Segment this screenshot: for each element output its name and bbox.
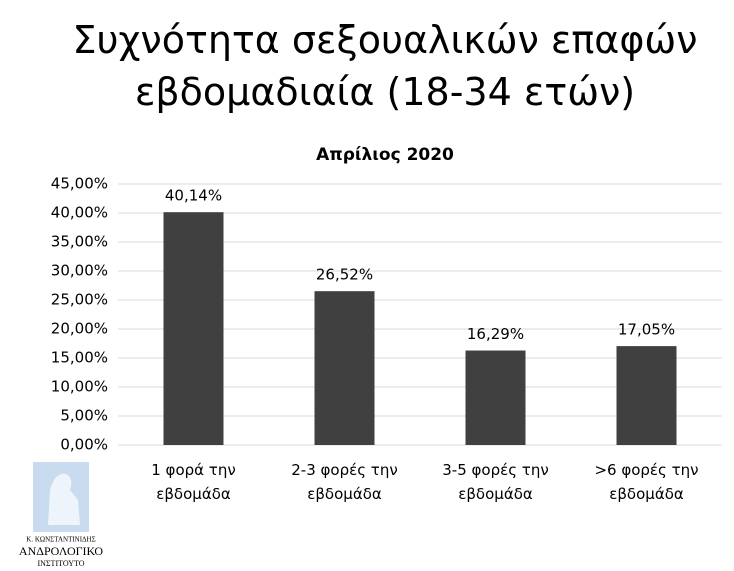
y-tick-label: 45,00%	[51, 175, 108, 193]
y-tick-label: 0,00%	[60, 436, 108, 454]
logo: Κ. ΚΩΝΣΤΑΝΤΙΝΙΔΗΣ ΑΝΔΡΟΛΟΓΙΚΟ ΙΝΣΤΙΤΟΥΤΟ	[19, 462, 103, 568]
y-tick-label: 20,00%	[51, 320, 108, 338]
y-tick-label: 25,00%	[51, 291, 108, 309]
x-tick-label: 2-3 φορές την εβδομάδα	[291, 461, 398, 503]
data-label: 40,14%	[165, 187, 222, 205]
bar	[163, 212, 224, 445]
y-tick-label: 35,00%	[51, 233, 108, 251]
y-tick-label: 5,00%	[60, 407, 108, 425]
data-label: 26,52%	[316, 266, 373, 284]
logo-text: ΑΝΔΡΟΛΟΓΙΚΟ	[19, 544, 103, 558]
y-tick-label: 30,00%	[51, 262, 108, 280]
x-tick-label: >6 φορές την εβδομάδα	[594, 461, 699, 503]
slide-title: Συχνότητα σεξουαλικών επαφών εβδομαδιαία…	[72, 18, 698, 114]
bar	[465, 350, 526, 445]
y-tick-label: 10,00%	[51, 378, 108, 396]
data-label: 17,05%	[618, 321, 675, 339]
bar	[314, 291, 375, 445]
y-tick-label: 15,00%	[51, 349, 108, 367]
x-tick-label: 3-5 φορές την εβδομάδα	[442, 461, 549, 503]
x-tick-label: 1 φορά την εβδομάδα	[151, 461, 236, 503]
logo-text: Κ. ΚΩΝΣΤΑΝΤΙΝΙΔΗΣ	[26, 536, 95, 544]
bar	[616, 346, 677, 445]
chart-subtitle: Απρίλιος 2020	[316, 145, 454, 165]
data-label: 16,29%	[467, 325, 524, 343]
logo-text: ΙΝΣΤΙΤΟΥΤΟ	[37, 559, 84, 568]
logo-figure	[48, 473, 80, 525]
y-tick-label: 40,00%	[51, 204, 108, 222]
